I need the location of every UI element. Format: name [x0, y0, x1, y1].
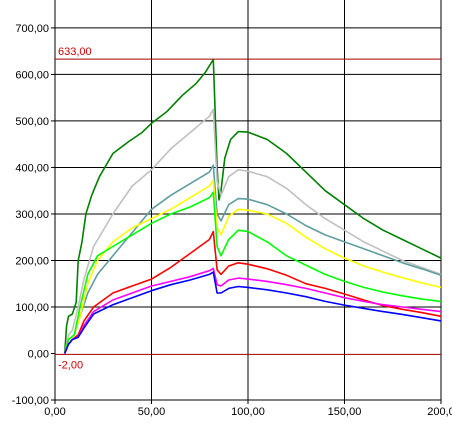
series-group: [63, 58, 442, 354]
series-line: [63, 108, 442, 354]
series-line: [63, 230, 442, 354]
reference-line-label: -2,00: [58, 359, 83, 371]
series-line: [63, 271, 442, 354]
x-tick-label: 150,00: [328, 406, 362, 418]
series-line: [63, 191, 442, 354]
series-line: [63, 58, 442, 354]
y-tick-label: 400,00: [15, 162, 49, 174]
y-tick-labels: -100,00 0,00 100,00 200,00 300,00 400,00 500,0…: [12, 23, 49, 407]
y-tick-label: 300,00: [15, 209, 49, 221]
reference-line-label: 633,00: [58, 46, 92, 58]
series-line: [63, 179, 442, 354]
reference-lines: 633,00 -2,00: [55, 46, 441, 371]
y-tick-label: -100,00: [12, 395, 49, 407]
series-line: [63, 164, 442, 354]
series-line: [63, 267, 442, 354]
x-tick-label: 200,0: [427, 406, 452, 418]
x-tick-label: 0,00: [44, 406, 65, 418]
y-tick-label: 600,00: [15, 69, 49, 81]
x-tick-label: 100,00: [231, 406, 265, 418]
grid-lines: [55, 0, 441, 401]
axes: [51, 0, 442, 404]
y-tick-label: 100,00: [15, 302, 49, 314]
x-tick-label: 50,00: [138, 406, 166, 418]
y-tick-label: 200,00: [15, 255, 49, 267]
x-tick-labels: 0,00 50,00 100,00 150,00 200,0: [44, 406, 452, 418]
y-tick-label: 700,00: [15, 23, 49, 35]
y-tick-label: 500,00: [15, 116, 49, 128]
y-tick-label: 0,00: [28, 348, 49, 360]
